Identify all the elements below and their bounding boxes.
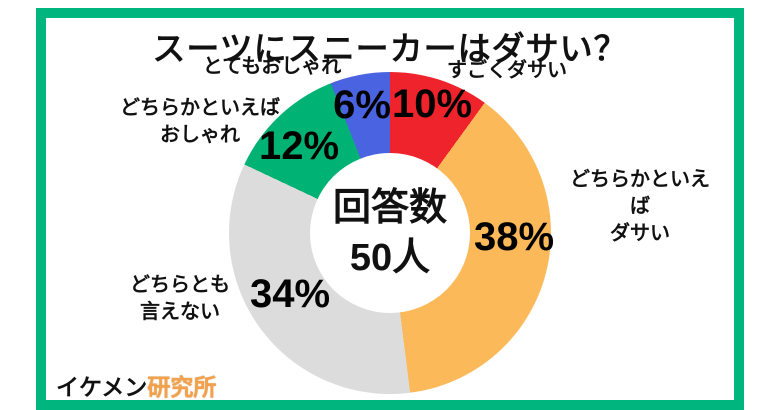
- segment-label-totemo-oshare: とてもおしゃれ: [202, 55, 342, 78]
- percent-label-dochiratomo: 34%: [249, 272, 331, 316]
- center-label-count: 50人: [349, 237, 431, 279]
- percent-label-dochiraka-dasai: 38%: [473, 215, 555, 259]
- segment-label-dochiraka-oshare: どちらかといえば おしゃれ: [120, 97, 280, 146]
- percent-label-sugoku-dasai: 10%: [391, 82, 473, 126]
- segment-label-dochiratomo: どちらとも 言えない: [130, 274, 230, 323]
- watermark-suffix: 研究所: [147, 374, 217, 400]
- segment-label-dochiraka-dasai: どちらかといえば ダサい: [570, 168, 710, 245]
- percent-label-totemo-oshare: 6%: [333, 83, 391, 127]
- donut-hole: 回答数 50人: [310, 153, 470, 313]
- donut-chart: 回答数 50人: [229, 72, 551, 394]
- watermark-prefix: イケメン: [56, 374, 148, 400]
- percent-label-dochiraka-oshare: 12%: [258, 124, 340, 168]
- center-label-responses: 回答数: [332, 186, 447, 229]
- watermark: イケメン研究所: [56, 368, 216, 402]
- chart-title: スーツにスニーカーはダサい？: [152, 30, 628, 67]
- segment-label-sugoku-dasai: すごくダサい: [447, 59, 567, 82]
